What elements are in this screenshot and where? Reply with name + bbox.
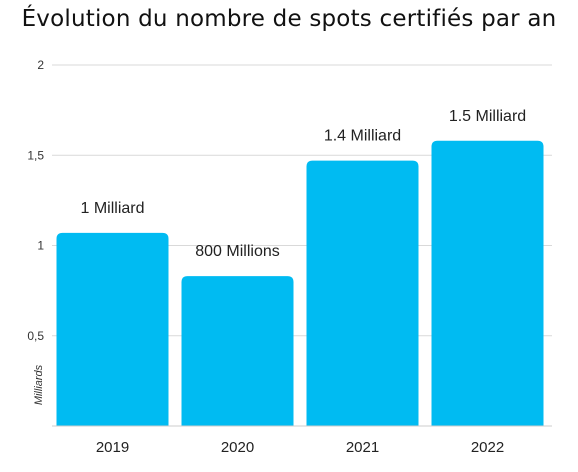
data-label-2019: 1 Milliard	[80, 200, 144, 217]
data-label-2020: 800 Millions	[195, 243, 279, 260]
x-tick-label-2021: 2021	[346, 439, 379, 456]
bar-2020	[181, 276, 294, 426]
data-labels: 1 Milliard 800 Millions 1.4 Milliard 1.5 Mi…	[80, 108, 526, 260]
y-axis-ticks: 0,5 1 1,5 2	[27, 58, 44, 343]
y-tick-label: 2	[37, 58, 44, 72]
bar-2022	[431, 140, 544, 426]
bar-2021	[306, 160, 419, 427]
data-label-2021: 1.4 Milliard	[324, 128, 401, 145]
x-tick-label-2022: 2022	[471, 439, 504, 456]
chart-title: Évolution du nombre de spots certifiés p…	[21, 6, 557, 32]
y-axis-label: Milliards	[33, 364, 45, 405]
x-tick-label-2020: 2020	[221, 439, 254, 456]
y-tick-label: 0,5	[27, 329, 44, 343]
x-axis-ticks: 2019 2020 2021 2022	[96, 439, 504, 456]
y-tick-label: 1	[37, 239, 44, 253]
data-label-2022: 1.5 Milliard	[449, 108, 526, 125]
bars	[56, 140, 544, 427]
bar-2019	[56, 232, 169, 426]
x-tick-label-2019: 2019	[96, 439, 129, 456]
y-tick-label: 1,5	[27, 148, 44, 162]
